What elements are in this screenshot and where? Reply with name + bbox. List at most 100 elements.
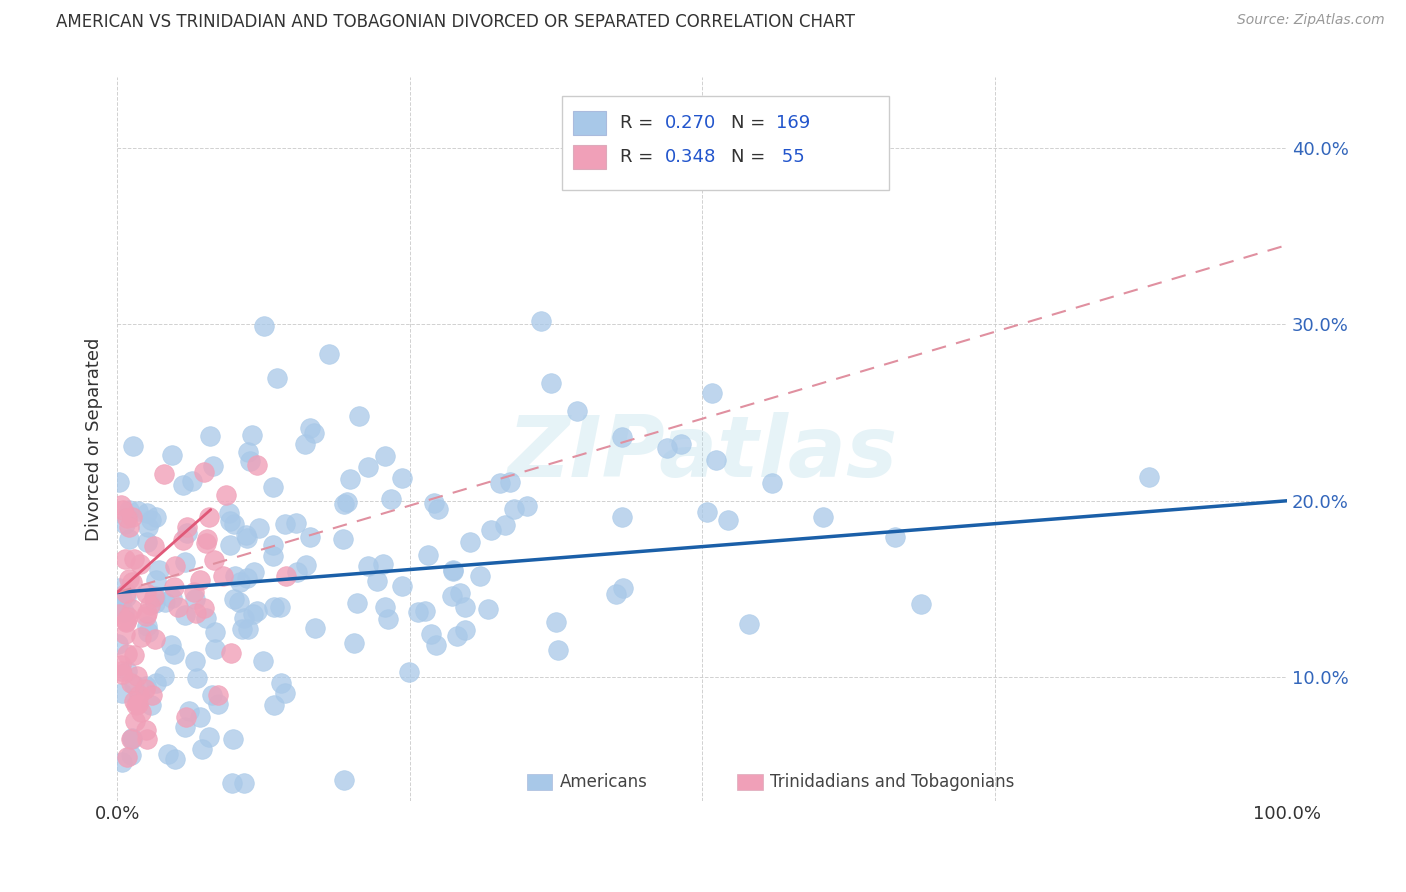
Point bbox=[121, 732, 143, 747]
Point bbox=[183, 585, 205, 599]
Point bbox=[143, 632, 166, 647]
Point bbox=[159, 638, 181, 652]
Point bbox=[479, 524, 502, 538]
Point bbox=[294, 437, 316, 451]
Text: 0.270: 0.270 bbox=[665, 114, 716, 132]
Point bbox=[253, 318, 276, 333]
Point bbox=[669, 437, 692, 451]
Text: AMERICAN VS TRINIDADIAN AND TOBAGONIAN DIVORCED OR SEPARATED CORRELATION CHART: AMERICAN VS TRINIDADIAN AND TOBAGONIAN D… bbox=[56, 13, 855, 31]
Point bbox=[295, 558, 318, 573]
Point bbox=[236, 445, 259, 459]
Point bbox=[111, 686, 134, 700]
Point bbox=[332, 532, 354, 546]
Point bbox=[198, 510, 221, 524]
Point bbox=[373, 557, 395, 571]
Point bbox=[499, 475, 522, 490]
Point bbox=[127, 504, 149, 518]
Point bbox=[612, 430, 634, 444]
Point bbox=[114, 614, 136, 628]
Point bbox=[186, 671, 208, 685]
Point bbox=[453, 600, 475, 615]
Point bbox=[136, 618, 159, 632]
Point bbox=[122, 648, 145, 663]
Point bbox=[224, 568, 246, 582]
Point bbox=[155, 595, 177, 609]
Text: 169: 169 bbox=[776, 114, 810, 132]
Point bbox=[139, 598, 162, 612]
Point bbox=[612, 509, 634, 524]
Point bbox=[124, 714, 146, 729]
Point bbox=[145, 573, 167, 587]
Point bbox=[516, 499, 538, 513]
Point bbox=[191, 742, 214, 756]
Point bbox=[477, 602, 499, 616]
Point bbox=[195, 533, 218, 547]
Point bbox=[232, 610, 254, 624]
Point bbox=[374, 449, 396, 463]
Point bbox=[717, 513, 740, 527]
Point bbox=[262, 538, 284, 552]
Point bbox=[406, 605, 429, 619]
Point bbox=[193, 465, 215, 479]
Point bbox=[332, 773, 354, 788]
Y-axis label: Divorced or Separated: Divorced or Separated bbox=[86, 337, 103, 541]
Point bbox=[188, 573, 211, 587]
Point bbox=[200, 429, 222, 443]
Point bbox=[263, 599, 285, 614]
Point bbox=[811, 510, 834, 524]
FancyBboxPatch shape bbox=[527, 774, 553, 789]
Point bbox=[270, 676, 292, 690]
Point bbox=[416, 548, 439, 562]
Text: R =: R = bbox=[620, 148, 659, 166]
Point bbox=[114, 627, 136, 641]
Point bbox=[285, 565, 308, 579]
Point bbox=[696, 505, 718, 519]
Point bbox=[346, 596, 368, 610]
Point bbox=[415, 604, 437, 618]
FancyBboxPatch shape bbox=[737, 774, 763, 789]
Point bbox=[565, 404, 588, 418]
Point bbox=[333, 498, 356, 512]
Point bbox=[135, 609, 157, 624]
Point bbox=[121, 602, 143, 616]
Point bbox=[398, 665, 420, 679]
FancyBboxPatch shape bbox=[562, 95, 890, 189]
Point bbox=[142, 591, 165, 605]
Point bbox=[380, 492, 402, 507]
Point bbox=[143, 589, 166, 603]
Point bbox=[107, 637, 129, 651]
Point bbox=[115, 647, 138, 661]
Point bbox=[357, 459, 380, 474]
Point bbox=[163, 559, 186, 574]
Point bbox=[262, 549, 284, 563]
Point bbox=[238, 622, 260, 636]
Point bbox=[377, 612, 399, 626]
Point bbox=[143, 596, 166, 610]
Text: 55: 55 bbox=[776, 148, 804, 166]
Point bbox=[737, 617, 759, 632]
Point bbox=[235, 528, 257, 542]
Point bbox=[441, 564, 464, 578]
Point bbox=[489, 476, 512, 491]
Point bbox=[136, 606, 159, 620]
Point bbox=[186, 606, 208, 620]
Point bbox=[357, 558, 380, 573]
Point bbox=[262, 480, 284, 494]
Point bbox=[115, 586, 138, 600]
FancyBboxPatch shape bbox=[574, 112, 606, 135]
Point bbox=[139, 513, 162, 527]
Point bbox=[120, 731, 142, 746]
Point bbox=[453, 623, 475, 637]
Point bbox=[174, 720, 197, 734]
Point bbox=[657, 442, 679, 456]
Point bbox=[204, 641, 226, 656]
Point bbox=[145, 509, 167, 524]
Point bbox=[263, 698, 285, 712]
Point bbox=[184, 591, 207, 606]
Point bbox=[246, 458, 269, 473]
Point bbox=[111, 755, 134, 769]
Point bbox=[910, 597, 932, 611]
Point bbox=[135, 679, 157, 693]
Point bbox=[174, 608, 197, 623]
Point bbox=[177, 704, 200, 718]
